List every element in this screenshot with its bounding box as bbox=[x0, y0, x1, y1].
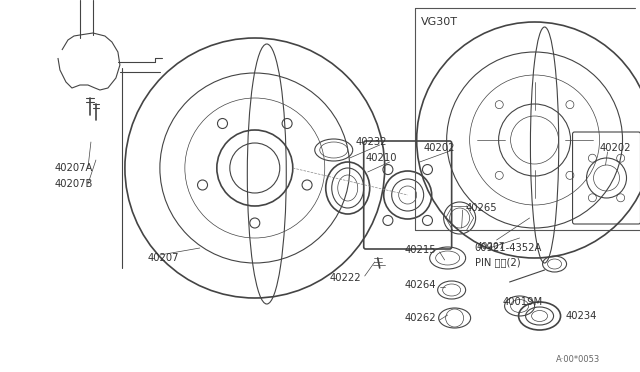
Text: A·00*0053: A·00*0053 bbox=[556, 356, 600, 365]
Text: 40207: 40207 bbox=[148, 253, 179, 263]
Text: 40202: 40202 bbox=[600, 143, 631, 153]
Text: 00921-4352A: 00921-4352A bbox=[475, 243, 542, 253]
Text: 40207B: 40207B bbox=[55, 179, 93, 189]
Text: 40207A: 40207A bbox=[55, 163, 93, 173]
Text: 40262: 40262 bbox=[404, 313, 436, 323]
Text: 40222: 40222 bbox=[330, 273, 362, 283]
Text: 40265: 40265 bbox=[466, 203, 497, 213]
Text: 40232: 40232 bbox=[356, 137, 387, 147]
Text: PIN ピン(2): PIN ピン(2) bbox=[475, 257, 520, 267]
Text: 40264: 40264 bbox=[404, 280, 436, 290]
Text: 40202: 40202 bbox=[424, 143, 455, 153]
Text: 40234: 40234 bbox=[566, 311, 597, 321]
Text: 40210: 40210 bbox=[365, 153, 397, 163]
Text: 40019M: 40019M bbox=[502, 297, 543, 307]
Text: 40215: 40215 bbox=[404, 245, 436, 255]
Text: VG30T: VG30T bbox=[420, 17, 458, 27]
Text: 40207: 40207 bbox=[477, 241, 505, 250]
